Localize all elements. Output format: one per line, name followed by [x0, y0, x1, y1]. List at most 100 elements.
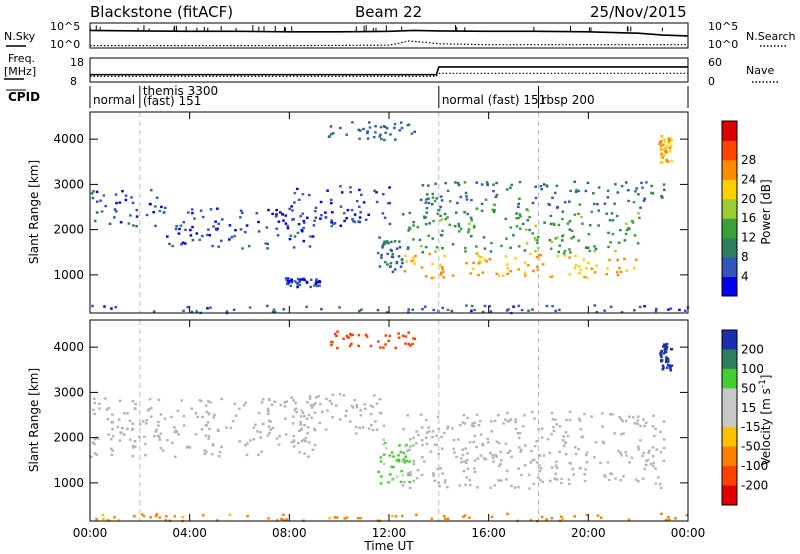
power-cell [99, 199, 102, 202]
velocity-cell [659, 353, 663, 356]
power-cell [536, 241, 539, 245]
velocity-cell [407, 331, 410, 334]
velocity-cell [463, 460, 466, 463]
noise-series-nsearch [90, 40, 688, 47]
power-cell [285, 279, 288, 282]
velocity-cell [401, 484, 405, 487]
power-cell [289, 234, 293, 237]
time-tick-label: 04:00 [172, 526, 207, 540]
velocity-cell [568, 418, 572, 422]
power-cell [324, 211, 327, 214]
velocity-cell [551, 418, 555, 421]
power-cell [467, 231, 470, 234]
velocity-cell [435, 443, 439, 447]
velocity-cell [390, 465, 393, 468]
power-cell [358, 309, 361, 313]
power-cell [374, 125, 377, 128]
power-cell [296, 283, 300, 286]
power-cell [299, 215, 302, 218]
time-tick-label: 00:00 [671, 526, 706, 540]
power-cell [360, 308, 363, 311]
velocity-cell [585, 451, 589, 454]
power-cell [547, 202, 550, 206]
power-cell [441, 270, 445, 273]
velocity-cell [462, 515, 465, 518]
power-cell [207, 228, 210, 231]
power-cell [380, 253, 383, 257]
power-cell [247, 244, 251, 248]
power-cell [638, 216, 641, 220]
velocity-cell [665, 358, 668, 362]
power-cell [439, 195, 443, 198]
power-cell [526, 218, 530, 222]
power-cell [483, 304, 487, 308]
power-cell [584, 189, 588, 193]
power-cell [568, 256, 571, 259]
velocity-cell [296, 441, 300, 445]
velocity-cell [342, 337, 345, 340]
velocity-cell [349, 334, 353, 337]
velocity-cell [246, 515, 249, 518]
velocity-cell [131, 400, 135, 403]
velocity-cell [290, 440, 293, 444]
velocity-cell [652, 461, 656, 465]
velocity-cell [357, 333, 361, 337]
power-cell [521, 222, 525, 226]
velocity-cell [177, 433, 180, 436]
velocity-cell [204, 423, 208, 427]
velocity-cell [643, 424, 646, 428]
power-cell [614, 183, 617, 186]
velocity-cell [285, 518, 288, 521]
velocity-cell [397, 458, 401, 461]
power-cell [432, 308, 435, 312]
power-cell [477, 254, 481, 257]
velocity-cell [344, 414, 347, 417]
power-cell [439, 214, 442, 217]
velocity-cell [307, 413, 311, 417]
power-colorbar-tick: 16 [741, 211, 756, 225]
power-cell [293, 235, 297, 238]
power-cell [515, 217, 518, 220]
velocity-cell [328, 517, 331, 520]
velocity-cell [506, 420, 510, 423]
velocity-cell [111, 449, 114, 452]
velocity-cell [481, 444, 485, 447]
power-cell [518, 197, 521, 200]
power-cell [293, 191, 297, 195]
power-cell [609, 241, 612, 244]
velocity-cell [499, 450, 503, 454]
velocity-cell [665, 342, 669, 346]
power-cell [536, 268, 540, 272]
power-cell [383, 240, 386, 243]
velocity-cell [462, 469, 466, 473]
velocity-cell [476, 457, 480, 460]
velocity-cell [105, 408, 109, 411]
power-cell [373, 189, 376, 192]
velocity-cell [161, 449, 165, 452]
power-cell [150, 189, 153, 192]
velocity-cell [630, 456, 634, 459]
velocity-cell [669, 367, 672, 370]
power-cell [550, 240, 554, 244]
velocity-cell [171, 441, 174, 444]
power-cell [643, 197, 647, 200]
velocity-cell [409, 344, 412, 347]
velocity-cell [519, 450, 522, 453]
power-cell [586, 181, 590, 185]
velocity-cell [107, 407, 110, 410]
velocity-cell [634, 478, 638, 481]
power-cell [393, 240, 397, 243]
power-cell [320, 308, 323, 311]
velocity-cell [660, 349, 663, 353]
power-cell [661, 156, 664, 159]
power-cell [465, 262, 468, 265]
power-cell [573, 213, 577, 216]
velocity-cell [564, 453, 568, 456]
power-cell [383, 241, 386, 245]
power-cell [505, 309, 509, 312]
power-cell [386, 252, 389, 256]
power-cell [121, 190, 124, 193]
power-cell [467, 228, 471, 231]
power-cell [393, 122, 397, 126]
velocity-cell [505, 469, 509, 473]
